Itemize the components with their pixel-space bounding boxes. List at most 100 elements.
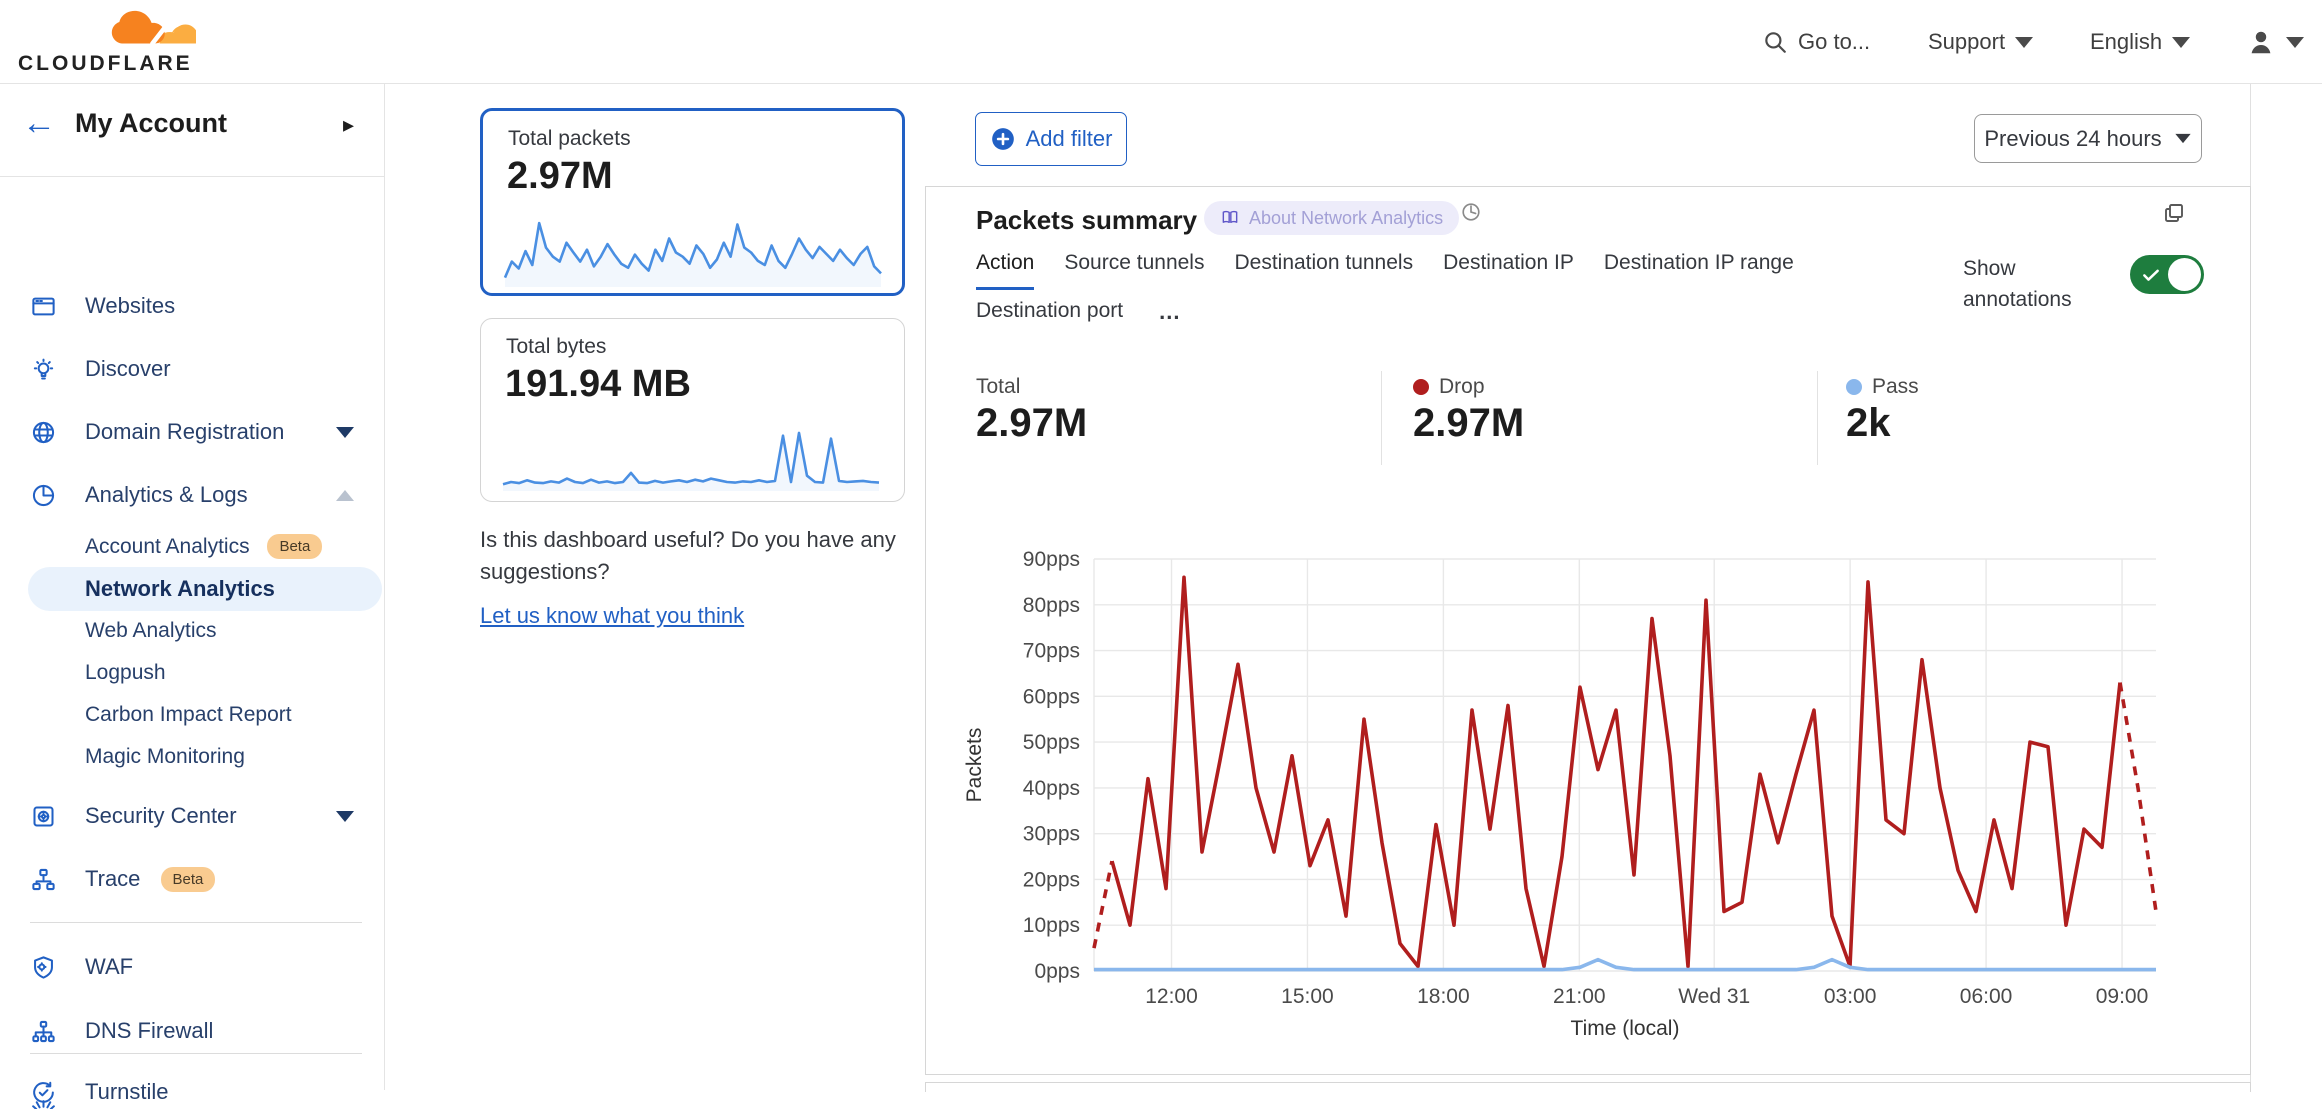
show-annotations-toggle[interactable]	[2130, 255, 2204, 294]
total-packets-card[interactable]: Total packets 2.97M	[480, 108, 905, 296]
chevron-up-icon	[336, 490, 354, 501]
chevron-right-icon[interactable]: ▸	[342, 112, 354, 137]
sidebar-item-security-center[interactable]: Security Center	[0, 794, 384, 838]
svg-text:06:00: 06:00	[1960, 985, 2013, 1008]
sidebar-item-discover[interactable]: Discover	[0, 347, 384, 391]
stat-total-label: Total	[976, 375, 1021, 398]
sidebar-item-dns-firewall[interactable]: DNS Firewall	[0, 1009, 384, 1053]
account-menu[interactable]	[2246, 0, 2304, 84]
waf-shield-icon	[34, 956, 53, 979]
chevron-down-icon	[336, 427, 354, 438]
card-value: 2.97M	[507, 155, 613, 197]
user-icon	[2251, 31, 2271, 54]
cloudflare-logo[interactable]: CLOUDFLARE	[16, 4, 196, 80]
support-menu[interactable]: Support	[1928, 0, 2034, 84]
globe-icon	[32, 421, 55, 444]
panel-title: Packets summary	[976, 205, 1198, 235]
stat-pass-label: Pass	[1846, 375, 1919, 399]
sidebar-item-account-analytics[interactable]: Account Analytics Beta	[0, 527, 384, 567]
svg-text:09:00: 09:00	[2096, 985, 2149, 1008]
svg-text:Packets: Packets	[963, 728, 986, 803]
chevron-down-icon	[336, 811, 354, 822]
chevron-down-icon	[2175, 133, 2191, 144]
sidebar-item-analytics-logs[interactable]: Analytics & Logs	[0, 473, 384, 517]
sidebar-item-trace[interactable]: Trace Beta	[0, 857, 384, 901]
sidebar-item-logpush[interactable]: Logpush	[85, 661, 166, 684]
sidebar-item-network-analytics[interactable]: Network Analytics	[28, 567, 382, 611]
add-filter-button[interactable]: Add filter	[975, 112, 1127, 166]
discover-icon	[33, 358, 54, 380]
sidebar-item-domain-registration[interactable]: Domain Registration	[0, 410, 384, 454]
about-network-analytics-badge[interactable]: About Network Analytics	[1204, 201, 1460, 235]
account-title: My Account	[75, 108, 228, 138]
cloudflare-cloud-icon	[111, 10, 196, 46]
stat-divider	[1817, 371, 1818, 465]
security-center-icon	[33, 806, 54, 827]
chevron-down-icon	[2015, 36, 2034, 48]
cloudflare-logo-text: CLOUDFLARE	[18, 52, 193, 75]
svg-text:0pps: 0pps	[1034, 960, 1080, 983]
dimension-tabs-row2: Destination port ...	[976, 299, 1186, 335]
packets-time-series-chart: 90pps 80pps 70pps 60pps 50pps 40pps 30pps 20pps…	[963, 548, 2158, 1040]
feedback-link[interactable]: Let us know what you think	[480, 603, 745, 628]
stat-drop-value: 2.97M	[1413, 401, 1525, 445]
dimension-tabs: Action Source tunnels Destination tunnel…	[976, 251, 1794, 290]
chevron-down-icon	[2172, 36, 2191, 48]
drop-legend-dot	[1413, 379, 1429, 395]
svg-text:50pps: 50pps	[1023, 731, 1080, 754]
tab-destination-tunnels[interactable]: Destination tunnels	[1234, 251, 1414, 274]
svg-text:03:00: 03:00	[1824, 985, 1877, 1008]
language-menu[interactable]: English	[2090, 0, 2191, 84]
websites-icon	[32, 297, 55, 316]
stat-pass-value: 2k	[1846, 401, 1891, 445]
duplicate-icon[interactable]	[2162, 201, 2186, 225]
tab-destination-ip-range[interactable]: Destination IP range	[1603, 251, 1794, 274]
svg-text:70pps: 70pps	[1023, 640, 1080, 663]
sidebar-divider	[30, 1053, 362, 1054]
sidebar-item-waf[interactable]: WAF	[0, 945, 384, 989]
sidebar-item-carbon-impact-report[interactable]: Carbon Impact Report	[85, 703, 292, 726]
data-freshness-icon[interactable]	[1460, 201, 1482, 223]
sidebar-item-web-analytics[interactable]: Web Analytics	[85, 619, 217, 642]
show-annotations-label: Show annotations	[1963, 257, 2072, 311]
tab-destination-ip[interactable]: Destination IP	[1443, 251, 1574, 274]
language-label: English	[2090, 29, 2163, 54]
tab-destination-port[interactable]: Destination port	[976, 299, 1124, 322]
svg-text:10pps: 10pps	[1023, 914, 1080, 937]
sidebar-item-websites[interactable]: Websites	[0, 284, 384, 328]
total-bytes-card[interactable]: Total bytes 191.94 MB	[480, 318, 905, 502]
plus-circle-icon	[991, 128, 1014, 150]
goto-search[interactable]: Go to...	[1762, 0, 1870, 84]
sidebar-item-magic-monitoring[interactable]: Magic Monitoring	[85, 745, 245, 768]
sidebar-divider	[30, 922, 362, 923]
svg-text:80pps: 80pps	[1023, 594, 1080, 617]
beta-badge: Beta	[267, 534, 323, 559]
stat-total-value: 2.97M	[976, 401, 1088, 445]
partial-bottom-icon	[32, 1100, 55, 1109]
svg-text:21:00: 21:00	[1553, 985, 1606, 1008]
svg-text:40pps: 40pps	[1023, 777, 1080, 800]
sidebar-item-turnstile[interactable]: Turnstile	[0, 1070, 384, 1114]
account-header: ← My Account ▸	[0, 84, 384, 177]
trace-icon	[32, 868, 55, 891]
feedback-block: Is this dashboard useful? Do you have an…	[480, 524, 940, 632]
dns-firewall-icon	[32, 1020, 55, 1043]
more-tabs-button[interactable]: ...	[1159, 299, 1181, 324]
support-label: Support	[1928, 29, 2006, 54]
next-panel-edge	[925, 1082, 2251, 1092]
top-bar: CLOUDFLARE Go to... Support English	[0, 0, 2322, 84]
card-title: Total bytes	[506, 335, 607, 358]
card-value: 191.94 MB	[505, 363, 691, 405]
feedback-question: Is this dashboard useful? Do you have an…	[480, 527, 896, 584]
analytics-pie-icon	[32, 484, 55, 507]
book-icon	[1222, 210, 1238, 224]
tab-action[interactable]: Action	[976, 251, 1035, 290]
chevron-down-icon	[2286, 36, 2304, 48]
time-range-dropdown[interactable]: Previous 24 hours	[1974, 114, 2202, 163]
pass-legend-dot	[1846, 379, 1862, 395]
svg-text:60pps: 60pps	[1023, 685, 1080, 708]
check-icon	[2143, 269, 2159, 281]
back-arrow-icon[interactable]: ←	[22, 104, 56, 142]
tab-source-tunnels[interactable]: Source tunnels	[1064, 251, 1205, 274]
stat-drop-label: Drop	[1413, 375, 1485, 399]
